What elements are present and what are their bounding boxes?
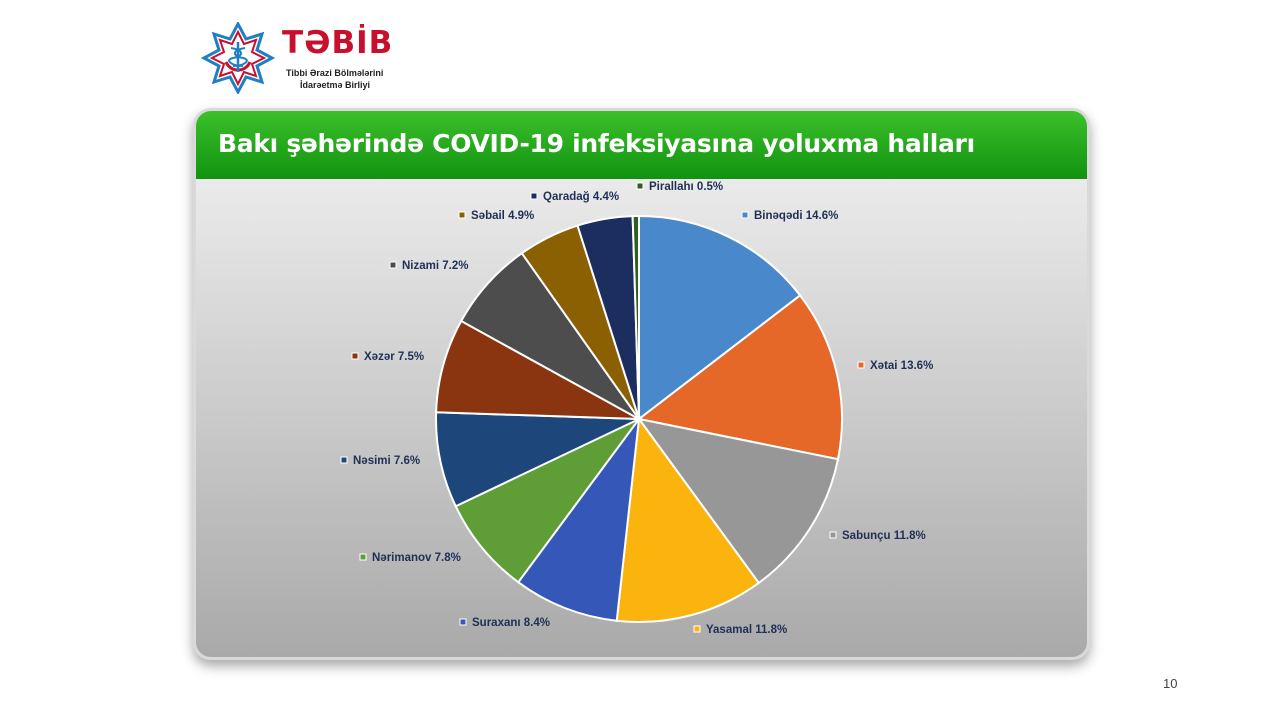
legend-key-qaradag — [530, 192, 538, 200]
data-label-text-suraxan: Suraxanı 8.4% — [472, 617, 550, 629]
legend-key-suraxan — [459, 618, 467, 626]
data-label-text-pirallah: Pirallahı 0.5% — [649, 181, 723, 193]
legend-key-nizami — [389, 261, 397, 269]
data-label-n-simi: Nəsimi 7.6% — [340, 455, 420, 467]
data-label-qaradag: Qaradağ 4.4% — [530, 191, 619, 203]
brand-name: TƏBİB — [282, 25, 394, 61]
legend-key-pirallah — [636, 182, 644, 190]
chart-title: Bakı şəhərində COVID-19 infeksiyasına yo… — [218, 129, 975, 158]
data-label-yasamal: Yasamal 11.8% — [693, 624, 787, 636]
pie-slice-pirallah — [631, 214, 640, 420]
tabib-logo: TƏBİB Tibbi Ərazi Bölmələrini İdarəetmə … — [200, 22, 400, 97]
data-label-text-x-z-r: Xəzər 7.5% — [364, 351, 424, 363]
pie-slice-n-rimanov — [454, 418, 640, 584]
pie-slice-x-tai — [636, 294, 843, 461]
data-label-text-bin-q-di: Binəqədi 14.6% — [754, 210, 838, 222]
data-label-text-sabunc-u: Sabunçu 11.8% — [842, 530, 926, 542]
data-label-x-tai: Xətai 13.6% — [857, 360, 933, 372]
legend-key-sabunc-u — [829, 531, 837, 539]
pie-slice-sabunc-u — [636, 417, 840, 585]
pie-slice-suraxan — [516, 415, 641, 622]
medical-star-emblem-icon — [200, 22, 276, 94]
data-label-bin-q-di: Binəqədi 14.6% — [741, 210, 838, 222]
legend-key-yasamal — [693, 625, 701, 633]
data-label-text-nizami: Nizami 7.2% — [402, 260, 468, 272]
page-number: 10 — [1163, 676, 1178, 691]
data-label-nizami: Nizami 7.2% — [389, 260, 468, 272]
data-label-text-s-bail: Səbail 4.9% — [471, 210, 534, 222]
pie-chart: Binəqədi 14.6% Xətai 13.6% Sabunçu 11.8% Ya… — [340, 181, 933, 636]
pie-slice-x-z-r — [435, 319, 640, 420]
pie-slice-yasamal — [615, 416, 761, 623]
data-label-text-n-simi: Nəsimi 7.6% — [353, 455, 420, 467]
data-label-text-x-tai: Xətai 13.6% — [870, 360, 933, 372]
data-label-x-z-r: Xəzər 7.5% — [351, 351, 424, 363]
data-label-suraxan: Suraxanı 8.4% — [459, 617, 550, 629]
data-label-text-qaradag: Qaradağ 4.4% — [543, 191, 619, 203]
legend-key-s-bail — [458, 211, 466, 219]
data-label-pirallah: Pirallahı 0.5% — [636, 181, 723, 193]
data-label-text-n-rimanov: Nərimanov 7.8% — [372, 552, 461, 564]
legend-key-x-z-r — [351, 352, 359, 360]
legend-key-x-tai — [857, 361, 865, 369]
legend-key-n-simi — [340, 456, 348, 464]
panel-header: Bakı şəhərində COVID-19 infeksiyasına yo… — [196, 111, 1087, 179]
pie-slice-bin-q-di — [638, 214, 802, 422]
data-label-n-rimanov: Nərimanov 7.8% — [359, 552, 461, 564]
data-label-sabunc-u: Sabunçu 11.8% — [829, 530, 926, 542]
data-label-s-bail: Səbail 4.9% — [458, 210, 534, 222]
pie-slice-n-simi — [435, 411, 640, 508]
brand-subtitle-line2: İdarəetmə Birliyi — [300, 80, 371, 90]
legend-key-bin-q-di — [741, 211, 749, 219]
legend-key-n-rimanov — [359, 553, 367, 561]
data-label-text-yasamal: Yasamal 11.8% — [706, 624, 787, 636]
brand-subtitle-line1: Tibbi Ərazi Bölmələrini — [286, 68, 384, 78]
chart-panel: Bakı şəhərində COVID-19 infeksiyasına yo… — [193, 108, 1090, 660]
